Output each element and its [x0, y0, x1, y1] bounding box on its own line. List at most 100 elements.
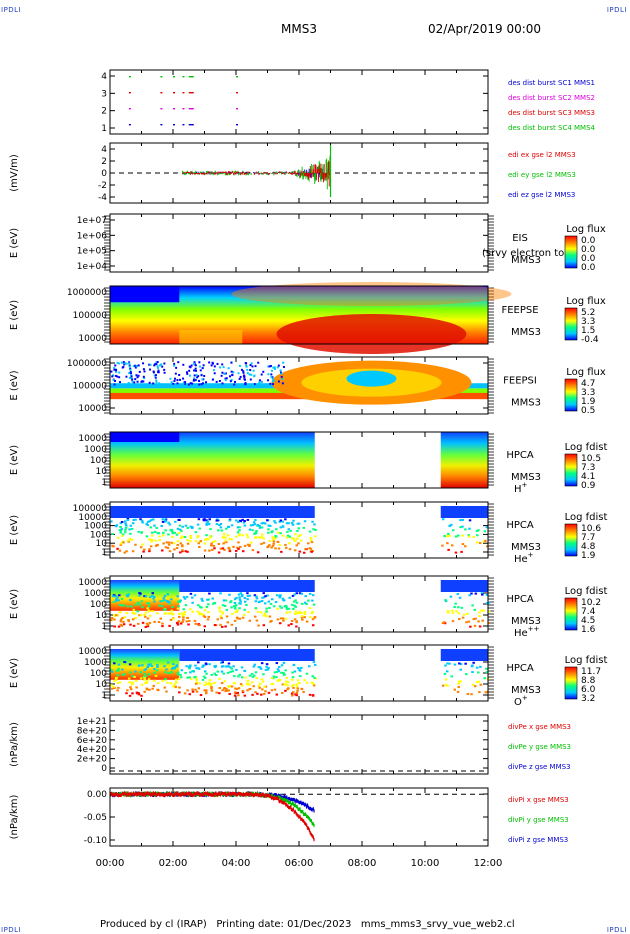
burst-mark — [128, 92, 131, 94]
sparse-pixel — [268, 539, 271, 542]
sparse-pixel — [250, 362, 253, 365]
sparse-pixel — [461, 616, 465, 619]
sparse-pixel — [238, 526, 241, 529]
sparse-pixel — [173, 667, 177, 670]
y-tick-label: -4 — [98, 193, 107, 203]
sparse-pixel — [254, 536, 258, 539]
sparse-pixel — [158, 604, 161, 607]
species-label: H+ — [514, 481, 528, 495]
sparse-pixel — [112, 379, 115, 382]
sparse-pixel — [164, 678, 167, 681]
sparse-pixel — [267, 528, 270, 531]
sparse-pixel — [176, 673, 180, 676]
sparse-pixel — [485, 667, 488, 670]
sparse-pixel — [257, 666, 261, 669]
sparse-pixel — [237, 547, 240, 550]
sparse-pixel — [311, 694, 315, 697]
sparse-pixel — [129, 688, 133, 691]
sparse-pixel — [468, 519, 472, 522]
spacecraft-label: MMS3 — [511, 616, 541, 627]
sparse-pixel — [231, 374, 234, 377]
sparse-pixel — [128, 694, 132, 697]
sparse-pixel — [227, 665, 230, 668]
sparse-pixel — [143, 595, 146, 598]
spacecraft-label: MMS3 — [511, 542, 541, 553]
sparse-pixel — [482, 540, 486, 543]
sparse-pixel — [198, 527, 201, 530]
sparse-pixel — [120, 624, 124, 627]
sparse-pixel — [158, 539, 161, 542]
burst-mark — [128, 76, 131, 78]
sparse-pixel — [282, 361, 285, 364]
sparse-pixel — [246, 689, 249, 692]
sparse-pixel — [138, 614, 141, 617]
colorbar-tick-label: 0.0 — [581, 263, 596, 273]
spacecraft-label: MMS3 — [511, 327, 541, 338]
sparse-pixel — [119, 529, 122, 532]
sparse-pixel — [181, 544, 184, 547]
sparse-pixel — [279, 532, 282, 535]
sparse-pixel — [227, 662, 231, 665]
sparse-pixel — [219, 592, 222, 595]
x-tick-label: 08:00 — [348, 858, 377, 869]
sparse-pixel — [171, 530, 174, 533]
sparse-pixel — [133, 612, 137, 615]
sparse-pixel — [253, 594, 257, 597]
sparse-pixel — [114, 525, 118, 528]
sparse-pixel — [248, 674, 252, 677]
sparse-pixel — [162, 597, 165, 600]
sparse-pixel — [141, 664, 144, 667]
sparse-pixel — [258, 682, 262, 685]
colorbar-tick-label: 10.2 — [581, 598, 601, 608]
sparse-pixel — [230, 623, 234, 626]
sparse-pixel — [444, 664, 447, 667]
sparse-pixel — [198, 682, 201, 685]
sparse-pixel — [235, 519, 238, 522]
sparse-pixel — [487, 601, 491, 604]
sparse-pixel — [193, 377, 196, 380]
sparse-pixel — [161, 518, 165, 521]
legend-entry: divPi y gse MMS3 — [508, 816, 569, 824]
sparse-pixel — [310, 539, 313, 542]
sparse-pixel — [158, 382, 161, 385]
sparse-pixel — [238, 596, 241, 599]
sparse-pixel — [258, 526, 262, 529]
sparse-pixel — [482, 609, 485, 612]
sparse-pixel — [167, 672, 170, 675]
sparse-pixel — [294, 599, 297, 602]
sparse-pixel — [463, 545, 467, 548]
sparse-pixel — [168, 523, 172, 526]
sparse-pixel — [469, 625, 472, 628]
sparse-pixel — [246, 372, 249, 375]
sparse-pixel — [168, 550, 172, 553]
sparse-pixel — [275, 528, 278, 531]
sparse-pixel — [148, 520, 151, 523]
sparse-pixel — [233, 605, 237, 608]
colorbar-tick-label: 11.7 — [581, 667, 601, 677]
sparse-pixel — [161, 622, 164, 625]
sparse-pixel — [485, 526, 489, 529]
sparse-pixel — [244, 383, 247, 386]
sparse-pixel — [194, 540, 198, 543]
sparse-pixel — [281, 617, 285, 620]
sparse-pixel — [117, 599, 120, 602]
sparse-pixel — [458, 662, 461, 665]
sparse-pixel — [164, 519, 167, 522]
sparse-pixel — [260, 693, 263, 696]
sparse-pixel — [187, 666, 191, 669]
sparse-pixel — [272, 675, 276, 678]
sparse-pixel — [287, 687, 290, 690]
sparse-pixel — [222, 542, 225, 545]
sparse-pixel — [275, 671, 279, 674]
sparse-pixel — [156, 665, 159, 668]
y-tick-label: 0 — [101, 169, 107, 179]
sparse-pixel — [289, 529, 292, 532]
sparse-pixel — [132, 624, 136, 627]
sparse-pixel — [127, 540, 131, 543]
sparse-pixel — [239, 520, 243, 523]
sparse-pixel — [228, 375, 231, 378]
burst-mark — [236, 76, 238, 78]
sparse-pixel — [221, 665, 225, 668]
y-tick-label: 4e+20 — [77, 745, 108, 755]
